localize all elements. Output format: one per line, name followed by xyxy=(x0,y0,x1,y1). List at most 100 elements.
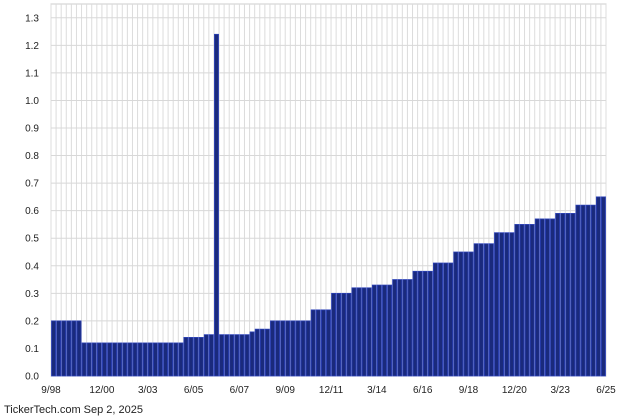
bar xyxy=(214,33,219,377)
x-tick-label: 6/05 xyxy=(184,385,204,396)
bar xyxy=(336,292,342,377)
bar xyxy=(575,204,581,377)
bar xyxy=(188,337,194,377)
bar xyxy=(122,342,128,377)
bar xyxy=(422,270,428,377)
bar xyxy=(565,213,571,377)
x-tick-label: 12/11 xyxy=(319,385,344,396)
bar xyxy=(239,334,245,377)
bar xyxy=(183,337,189,377)
bar xyxy=(137,342,143,377)
x-tick-label: 12/20 xyxy=(502,385,527,396)
y-tick-label: 0.7 xyxy=(25,179,39,190)
bar xyxy=(132,342,138,377)
bar xyxy=(254,328,260,377)
bar xyxy=(463,251,469,377)
bar xyxy=(61,320,67,377)
bar xyxy=(320,309,326,377)
bar xyxy=(96,342,102,377)
bar xyxy=(280,320,286,377)
bar xyxy=(371,284,377,377)
x-tick-label: 3/03 xyxy=(138,385,158,396)
bar xyxy=(229,334,235,377)
bar xyxy=(504,232,510,377)
bar xyxy=(305,320,311,377)
bar xyxy=(326,309,331,377)
bar xyxy=(158,342,163,377)
bar xyxy=(275,320,281,377)
bar xyxy=(285,320,291,377)
bar xyxy=(290,320,296,377)
bar xyxy=(259,328,265,377)
bar xyxy=(208,334,214,377)
bar xyxy=(438,262,443,377)
chart-credit: TickerTech.com Sep 2, 2025 xyxy=(4,404,143,416)
y-tick-label: 1.2 xyxy=(25,41,39,52)
x-tick-label: 3/14 xyxy=(367,385,387,396)
bar xyxy=(112,342,118,377)
bar xyxy=(249,331,255,377)
y-tick-label: 0.8 xyxy=(25,151,39,162)
bar xyxy=(478,243,484,377)
bar xyxy=(570,213,576,377)
bar xyxy=(331,292,337,377)
bar xyxy=(514,224,520,377)
bar xyxy=(315,309,321,377)
y-tick-label: 1.0 xyxy=(25,96,39,107)
bar xyxy=(509,232,515,377)
bar xyxy=(361,287,367,377)
bar xyxy=(412,270,418,377)
x-tick-label: 6/07 xyxy=(230,385,250,396)
bar xyxy=(595,196,601,377)
bar xyxy=(295,320,301,377)
bar xyxy=(66,320,72,377)
bar xyxy=(147,342,153,377)
bar xyxy=(483,243,489,377)
bar xyxy=(534,218,540,377)
bar xyxy=(127,342,133,377)
bar xyxy=(417,270,423,377)
y-axis-ticks: 0.0 0.1 0.2 0.3 0.4 0.5 0.6 0.7 0.8 0.9 1.0 1.1 1.2 1… xyxy=(25,13,39,382)
bar xyxy=(152,342,158,377)
x-tick-label: 3/23 xyxy=(550,385,570,396)
bar xyxy=(71,320,77,377)
bar xyxy=(397,279,403,377)
bar xyxy=(407,279,413,377)
bar xyxy=(244,334,250,377)
bar xyxy=(468,251,474,377)
x-axis-ticks: 9/98 12/00 3/03 6/05 6/07 9/09 12/11 3/14 6/16 9/… xyxy=(41,385,616,396)
bar xyxy=(448,262,454,377)
x-tick-label: 6/25 xyxy=(596,385,616,396)
bars xyxy=(51,33,606,377)
y-tick-label: 0.5 xyxy=(25,234,39,245)
x-tick-label: 12/00 xyxy=(89,385,114,396)
bar xyxy=(550,218,555,377)
bar xyxy=(387,284,393,377)
bar xyxy=(382,284,387,377)
bar xyxy=(494,232,499,377)
bar xyxy=(366,287,372,377)
bar xyxy=(107,342,113,377)
bar xyxy=(590,204,596,377)
bar xyxy=(601,196,606,377)
bar xyxy=(585,204,591,377)
bar xyxy=(555,213,561,377)
bar xyxy=(163,342,169,377)
y-tick-label: 0.6 xyxy=(25,206,39,217)
bar xyxy=(173,342,179,377)
bar xyxy=(142,342,148,377)
bar xyxy=(310,309,316,377)
bar xyxy=(219,334,225,377)
bar xyxy=(51,320,56,377)
bar xyxy=(356,287,362,377)
y-tick-label: 0.9 xyxy=(25,124,39,135)
bar xyxy=(427,270,433,377)
x-tick-label: 6/16 xyxy=(413,385,433,396)
bar xyxy=(264,328,270,377)
bar xyxy=(402,279,408,377)
bar xyxy=(453,251,459,377)
bar xyxy=(443,262,449,377)
bar xyxy=(432,262,438,377)
y-tick-label: 0.3 xyxy=(25,289,39,300)
